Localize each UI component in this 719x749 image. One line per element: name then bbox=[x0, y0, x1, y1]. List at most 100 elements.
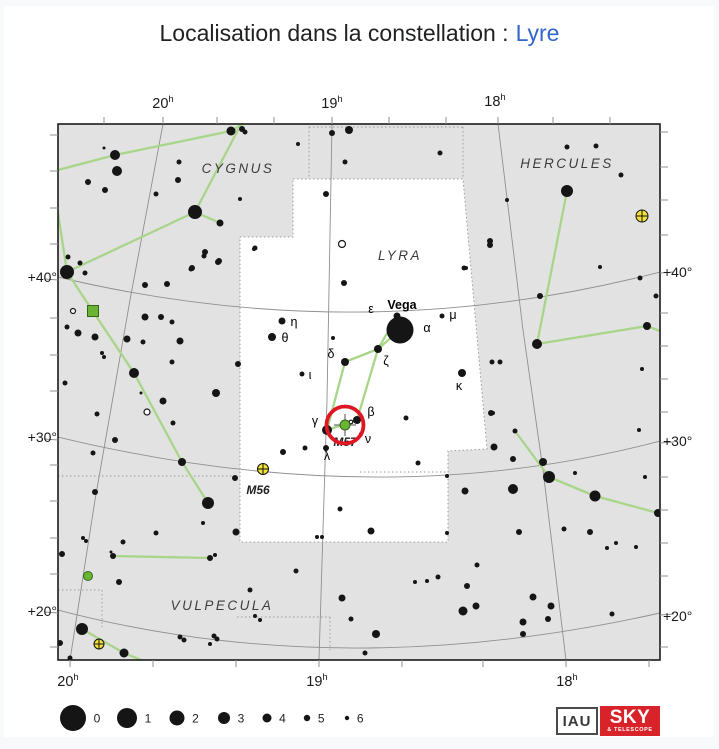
star bbox=[529, 593, 537, 601]
star bbox=[60, 265, 74, 279]
star bbox=[487, 238, 493, 244]
star bbox=[252, 245, 258, 251]
map-frame bbox=[57, 123, 661, 661]
constellation-line bbox=[355, 347, 380, 422]
star bbox=[338, 594, 346, 602]
star bbox=[564, 144, 570, 150]
star bbox=[109, 550, 113, 554]
vega-label: Vega bbox=[387, 298, 417, 312]
dec-label: +30° bbox=[28, 429, 57, 445]
legend-magnitude-label: 0 bbox=[94, 712, 101, 726]
star bbox=[386, 316, 414, 344]
star bbox=[85, 179, 91, 185]
star bbox=[315, 535, 319, 539]
star bbox=[331, 336, 335, 340]
star bbox=[280, 449, 286, 455]
star bbox=[543, 471, 555, 483]
star bbox=[120, 539, 126, 545]
star bbox=[238, 197, 242, 201]
star bbox=[472, 602, 480, 610]
star bbox=[637, 275, 643, 281]
star bbox=[505, 198, 509, 202]
map-inner: CYGNUS LYRA HERCULES VULPECULA ηθ ι δ ζ ε α μ κ γ βν λ… bbox=[58, 124, 660, 660]
star bbox=[489, 359, 495, 365]
star-label: α bbox=[423, 321, 430, 335]
ra-label: 18h bbox=[556, 672, 577, 690]
star bbox=[561, 526, 567, 532]
star bbox=[490, 443, 498, 451]
star bbox=[302, 445, 308, 451]
declination-line bbox=[58, 609, 660, 649]
globular-cluster-marker bbox=[93, 638, 105, 650]
star bbox=[74, 329, 82, 337]
constellation-link[interactable]: Lyre bbox=[515, 20, 560, 46]
star-label: ι bbox=[309, 368, 312, 382]
star bbox=[445, 474, 449, 478]
star bbox=[545, 616, 551, 622]
ra-label: 19h bbox=[306, 672, 327, 690]
star bbox=[516, 529, 522, 535]
star bbox=[110, 150, 120, 160]
magnitude-legend: 0 1 2 3 4 5 6 bbox=[60, 705, 364, 731]
target-object-marker bbox=[324, 404, 366, 446]
star bbox=[201, 521, 205, 525]
star bbox=[67, 655, 73, 660]
star bbox=[91, 333, 99, 341]
star bbox=[59, 551, 65, 557]
star bbox=[102, 187, 108, 193]
star bbox=[232, 528, 240, 536]
constellation-label-hercules: HERCULES bbox=[520, 156, 614, 171]
star bbox=[643, 475, 647, 479]
star bbox=[458, 369, 466, 377]
star bbox=[62, 380, 68, 386]
legend-magnitude-dot bbox=[169, 710, 185, 726]
ra-label: 19h bbox=[321, 94, 342, 112]
star bbox=[497, 359, 503, 365]
declination-line bbox=[58, 436, 660, 478]
star bbox=[413, 580, 417, 584]
dec-label: +20° bbox=[28, 603, 57, 619]
legend-magnitude-label: 5 bbox=[318, 712, 325, 726]
star bbox=[537, 293, 543, 299]
star bbox=[367, 527, 375, 535]
tick-mark bbox=[43, 611, 59, 614]
star bbox=[100, 351, 104, 355]
globular-cluster-marker bbox=[257, 463, 269, 475]
star bbox=[539, 458, 547, 466]
star bbox=[208, 642, 212, 646]
star bbox=[81, 536, 85, 540]
star bbox=[169, 359, 175, 365]
star bbox=[474, 562, 480, 568]
star bbox=[142, 282, 148, 288]
star bbox=[141, 313, 149, 321]
constellation-line bbox=[111, 554, 212, 560]
star bbox=[164, 281, 170, 287]
declination-line bbox=[58, 271, 660, 313]
star bbox=[175, 177, 181, 183]
star bbox=[76, 623, 88, 635]
star bbox=[176, 159, 182, 165]
star bbox=[512, 428, 518, 434]
star bbox=[119, 648, 129, 658]
star bbox=[415, 460, 421, 466]
star bbox=[508, 484, 518, 494]
star bbox=[323, 191, 329, 197]
star bbox=[176, 337, 184, 345]
star bbox=[58, 640, 63, 646]
constellation-label-vulpecula: VULPECULA bbox=[171, 598, 274, 613]
star bbox=[329, 130, 335, 136]
lyra-boundary-region bbox=[240, 179, 487, 542]
star-label: λ bbox=[324, 449, 331, 463]
star bbox=[102, 146, 106, 150]
legend-magnitude-label: 4 bbox=[279, 712, 286, 726]
star-label: ζ bbox=[383, 354, 389, 368]
star bbox=[140, 339, 146, 345]
legend-magnitude-dot bbox=[303, 714, 311, 722]
star bbox=[341, 280, 347, 286]
star bbox=[299, 371, 305, 377]
legend-magnitude-label: 6 bbox=[357, 712, 364, 726]
star bbox=[116, 579, 122, 585]
star bbox=[169, 319, 175, 325]
sky-telescope-logo: SKY & TELESCOPE bbox=[600, 706, 660, 736]
